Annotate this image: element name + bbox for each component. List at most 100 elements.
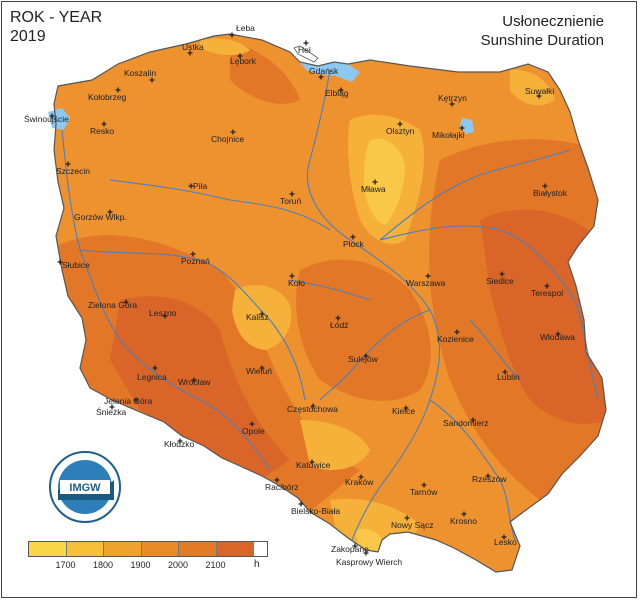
city-label: Racibórz (265, 482, 299, 492)
legend-tick-label: 2100 (205, 560, 226, 570)
city-marker-icon (544, 283, 550, 289)
logo-text: IMGW (69, 482, 101, 494)
city-label: Kołobrzeg (88, 92, 127, 102)
city-marker-icon (49, 113, 55, 119)
city-suwa-ki: Suwałki (525, 86, 554, 99)
bzura-river (289, 279, 371, 301)
city-label: Sandomierz (443, 418, 488, 428)
hel-peninsula (293, 45, 319, 63)
city-label: Kasprowy Wierch (336, 557, 402, 567)
legend: 1700 1800 1900 2000 2100 h (28, 541, 268, 571)
city-marker-icon (350, 234, 356, 240)
narew-river (379, 149, 571, 241)
city-toru-: Toruń (280, 191, 302, 206)
city-katowice: Katowice (296, 459, 331, 470)
city--nie-ka: Śnieżka (96, 404, 127, 417)
city-label: Legnica (137, 372, 167, 382)
zone-light-katowice (300, 420, 370, 470)
rivers (61, 69, 599, 541)
city-marker-icon (309, 459, 315, 465)
city-marker-icon (485, 473, 491, 479)
city-marker-icon (259, 365, 265, 371)
city-marker-icon (310, 403, 316, 409)
city-marker-icon (65, 161, 71, 167)
city-label: Lesko (494, 537, 517, 547)
city-marker-icon (335, 315, 341, 321)
city-s-ubice: Słubice (57, 259, 90, 270)
city-marker-icon (190, 251, 196, 257)
city-label: Terespol (531, 288, 563, 298)
city-marker-icon (502, 369, 508, 375)
city-label: Koło (288, 278, 305, 288)
city-marker-icon (289, 191, 295, 197)
city-label: Lębork (230, 56, 257, 66)
zone-light-kalisz (232, 285, 292, 350)
city-marker-icon (470, 417, 476, 423)
city-marker-icon (372, 179, 378, 185)
bug-river (379, 225, 599, 401)
city-kasprowy-wierch: Kasprowy Wierch (336, 550, 402, 567)
city-marker-icon (274, 477, 280, 483)
vistula-river (306, 69, 440, 541)
city-tarn-w: Tarnów (410, 482, 438, 497)
city-marker-icon (177, 438, 183, 444)
city-label: Kętrzyn (438, 93, 467, 103)
zone-light-suwalki (510, 69, 555, 106)
city-l-bork: Lębork (230, 53, 257, 66)
city-marker-icon (249, 421, 255, 427)
city-label: Ustka (182, 42, 204, 52)
city-label: Chojnice (211, 134, 244, 144)
city-marker-icon (230, 129, 236, 135)
city-gda-sk: Gdańsk (309, 66, 339, 80)
city-krak-w: Kraków (345, 474, 374, 487)
city-marker-icon (237, 53, 243, 59)
legend-tick-label: 1700 (55, 560, 76, 570)
legend-swatch (141, 542, 179, 556)
city-label: Śnieżka (96, 406, 127, 417)
city-kielce: Kielce (392, 405, 415, 416)
warta-river (79, 249, 306, 401)
city-label: Opole (242, 426, 265, 436)
legend-swatch (104, 542, 142, 556)
city-marker-icon (499, 271, 505, 277)
title-year-line1: ROK - YEAR (10, 9, 103, 26)
legend-swatch (179, 542, 217, 556)
city-marker-icon (454, 329, 460, 335)
city-opole: Opole (242, 421, 265, 436)
city-label: Resko (90, 126, 114, 136)
legend-swatch (216, 542, 254, 556)
zone-dark-center (296, 259, 431, 401)
city-label: Elbląg (325, 88, 349, 98)
city-zielona-g-ra: Zielona Góra (88, 299, 137, 310)
city-p-ock: Płock (343, 234, 365, 249)
legend-ticks: 1700 1800 1900 2000 2100 (28, 557, 268, 571)
city-label: Leszno (149, 308, 177, 318)
city-marker-icon (149, 77, 155, 83)
city-label: Częstochowa (287, 404, 338, 414)
szczecin-lagoon (48, 108, 70, 130)
city-gorz-w-wlkp-: Gorzów Wlkp. (74, 209, 127, 222)
city-rzesz-w: Rzeszów (472, 473, 507, 484)
city-marker-icon (363, 353, 369, 359)
city-marker-icon (229, 32, 235, 38)
city-marker-icon (318, 74, 324, 80)
zone-light-leba (200, 38, 250, 56)
legend-color-bar (28, 541, 268, 557)
wieprz-river (469, 319, 521, 381)
city-marker-icon (501, 534, 507, 540)
city-sulej-w: Sulejów (348, 353, 379, 364)
city-label: Wieluń (246, 366, 272, 376)
city-label: Zielona Góra (88, 300, 137, 310)
city-label: Sulejów (348, 354, 379, 364)
city-label: Płock (343, 239, 365, 249)
city-marker-icon (421, 482, 427, 488)
city-marker-icon (289, 273, 295, 279)
city-marker-icon (536, 93, 542, 99)
city-hel: Hel (298, 40, 311, 55)
city-label: Słubice (62, 260, 90, 270)
legend-swatch (29, 542, 67, 556)
city-wroc-aw: Wrocław (178, 377, 211, 387)
city-marker-icon (542, 183, 548, 189)
city-label: Łódź (330, 320, 348, 330)
san-river (429, 399, 516, 541)
